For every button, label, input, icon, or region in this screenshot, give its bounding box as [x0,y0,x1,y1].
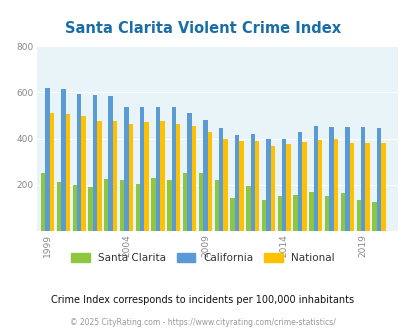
Text: © 2025 CityRating.com - https://www.cityrating.com/crime-statistics/: © 2025 CityRating.com - https://www.city… [70,318,335,327]
Bar [140,108,144,231]
Bar [380,143,385,231]
Bar [254,141,259,231]
Bar [92,95,97,231]
Bar [218,128,223,231]
Bar [245,186,250,231]
Bar [156,108,160,231]
Bar [230,197,234,231]
Bar [360,127,364,231]
Bar [183,173,187,231]
Bar [340,193,344,231]
Bar [187,113,191,231]
Bar [333,139,337,231]
Bar [66,115,70,231]
Bar [270,146,275,231]
Bar [376,128,380,231]
Bar [171,108,176,231]
Bar [128,123,133,231]
Bar [371,202,376,231]
Bar [214,180,218,231]
Bar [328,127,333,231]
Bar [151,178,156,231]
Bar [250,134,254,231]
Bar [198,173,202,231]
Bar [124,108,128,231]
Bar [266,139,270,231]
Bar [234,135,239,231]
Bar [309,192,313,231]
Bar [349,143,353,231]
Bar [277,196,281,231]
Bar [364,143,369,231]
Text: Crime Index corresponds to incidents per 100,000 inhabitants: Crime Index corresponds to incidents per… [51,295,354,305]
Bar [41,173,45,231]
Bar [135,183,140,231]
Bar [160,121,164,231]
Bar [72,185,77,231]
Bar [81,115,85,231]
Bar [61,89,66,231]
Bar [286,145,290,231]
Bar [50,113,54,231]
Bar [261,200,266,231]
Bar [239,141,243,231]
Bar [301,142,306,231]
Bar [207,132,211,231]
Bar [191,126,196,231]
Bar [119,180,124,231]
Bar [104,179,108,231]
Bar [344,127,349,231]
Bar [202,120,207,231]
Bar [113,121,117,231]
Bar [223,139,227,231]
Bar [324,196,328,231]
Bar [293,195,297,231]
Bar [45,88,50,231]
Bar [57,182,61,231]
Legend: Santa Clarita, California, National: Santa Clarita, California, National [67,249,338,267]
Bar [297,132,301,231]
Bar [176,123,180,231]
Bar [88,187,92,231]
Bar [317,140,322,231]
Bar [144,122,149,231]
Text: Santa Clarita Violent Crime Index: Santa Clarita Violent Crime Index [65,21,340,36]
Bar [77,94,81,231]
Bar [167,180,171,231]
Bar [108,96,113,231]
Bar [313,126,317,231]
Bar [97,121,101,231]
Bar [356,200,360,231]
Bar [281,139,286,231]
